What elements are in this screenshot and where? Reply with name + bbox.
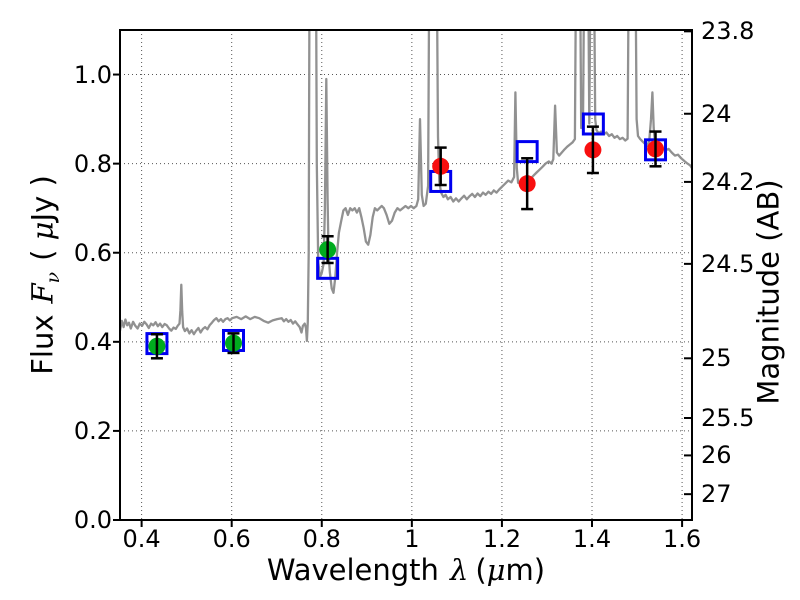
y-axis-unit-close: Jy ) xyxy=(25,175,60,222)
x-axis-unit-open: ( xyxy=(475,553,487,587)
observed-points-red xyxy=(432,140,665,193)
y-tick-label: 0.8 xyxy=(73,149,112,178)
axes-spines xyxy=(119,29,693,521)
lambda-symbol: λ xyxy=(449,553,469,587)
x-tick-label: 1.2 xyxy=(482,525,522,553)
x-tick-label: 1.4 xyxy=(572,525,612,553)
y-tick-label: 0.4 xyxy=(73,327,112,356)
x-axis-unit-close: m) xyxy=(505,553,546,587)
right-tick-label: 26 xyxy=(701,441,732,470)
right-tick-label: 24.2 xyxy=(701,167,755,196)
y-axis-label: Flux Fν ( μJy ) xyxy=(25,175,64,375)
error-bars xyxy=(150,125,662,360)
x-tick-label: 1.6 xyxy=(662,525,702,553)
tick-marks xyxy=(113,30,692,527)
y-axis-label-word: Flux xyxy=(25,314,60,375)
y-tick-label: 0.2 xyxy=(73,416,112,445)
gridlines xyxy=(120,30,692,521)
right-tick-label: 25 xyxy=(701,344,732,373)
y-axis-unit-open: ( xyxy=(25,240,60,261)
spectrum-line xyxy=(120,30,692,343)
mu-symbol: μ xyxy=(486,553,506,587)
right-tick-label: 24.5 xyxy=(701,249,755,278)
right-tick-label: 27 xyxy=(701,480,732,509)
right-tick-label: 25.5 xyxy=(701,403,755,432)
x-axis-label: Wavelength λ (μm) xyxy=(267,556,545,585)
flux-symbol: F xyxy=(25,283,60,304)
x-tick-label: 0.8 xyxy=(302,525,341,553)
y-tick-label: 0.0 xyxy=(73,506,112,534)
x-axis-label-word: Wavelength xyxy=(266,553,439,587)
right-tick-label: 23.8 xyxy=(701,17,755,46)
x-tick-label: 0.6 xyxy=(212,525,251,553)
right-axis-label: Magnitude (AB) xyxy=(751,179,786,405)
right-tick-label: 24 xyxy=(701,99,732,128)
y-tick-label: 1.0 xyxy=(73,60,112,89)
y-tick-label: 0.6 xyxy=(73,238,112,267)
x-tick-label: 0.4 xyxy=(122,525,161,553)
nu-subscript: ν xyxy=(42,271,64,284)
x-tick-label: 1 xyxy=(404,525,420,553)
mu-symbol: μ xyxy=(25,221,60,241)
